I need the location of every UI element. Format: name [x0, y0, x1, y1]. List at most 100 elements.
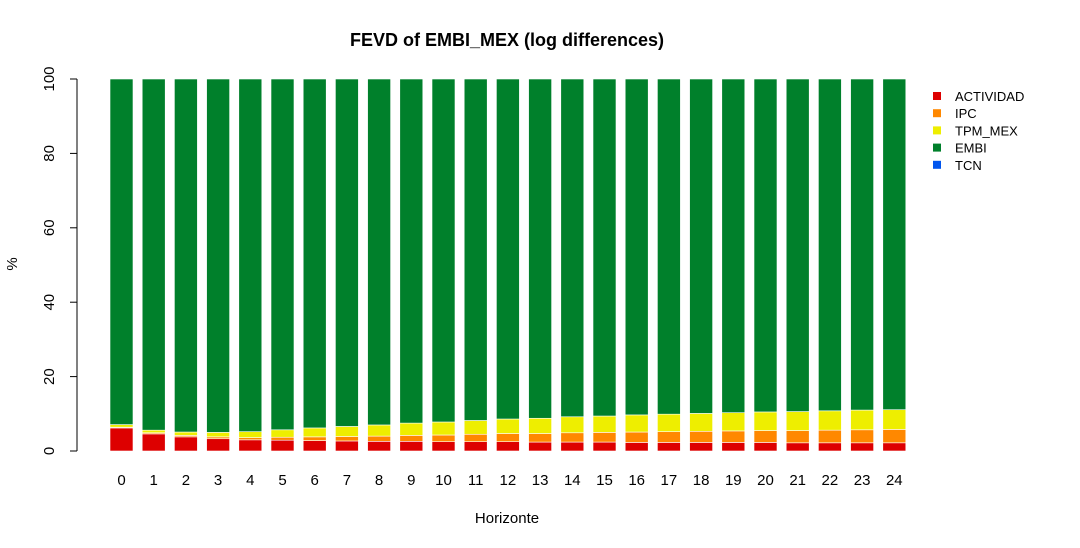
bar-segment-ipc: [785, 430, 810, 444]
bar-segment-tpm-mex: [721, 412, 746, 432]
bars-group: [109, 78, 907, 452]
chart-title: FEVD of EMBI_MEX (log differences): [350, 30, 664, 50]
bar-segment-embi: [174, 78, 198, 433]
bar-segment-tpm-mex: [785, 411, 810, 431]
y-axis-label: %: [4, 257, 21, 270]
x-tick-label: 0: [117, 472, 125, 489]
bar-segment-actividad: [818, 442, 842, 452]
x-tick-labels: 0 1 2 3 4 5 6 7 8 9 10 11 12 13 14 15 16 17 18 19 20 21 22 23 24: [117, 472, 902, 489]
legend-label: ACTIVIDAD: [955, 89, 1024, 104]
bar-segment-embi: [463, 78, 488, 421]
x-tick-label: 2: [182, 472, 190, 489]
bar-segment-actividad: [592, 441, 617, 452]
x-tick-label: 6: [311, 472, 319, 489]
bar-segment-ipc: [335, 436, 359, 442]
bar-segment-ipc: [367, 435, 391, 442]
bar-segment-embi: [818, 78, 842, 412]
bar-segment-tpm-mex: [335, 426, 359, 437]
x-tick-label: 1: [150, 472, 158, 489]
bar-segment-actividad: [431, 441, 456, 452]
bar-segment-tpm-mex: [592, 415, 617, 433]
bar-segment-ipc: [753, 430, 778, 443]
legend-label: IPC: [955, 106, 977, 121]
bar-segment-actividad: [624, 442, 649, 452]
bar-segment-tpm-mex: [657, 413, 681, 432]
bar-segment-actividad: [174, 436, 198, 452]
bar-segment-embi: [624, 78, 649, 416]
bar-segment-embi: [270, 78, 295, 431]
bar-segment-embi: [753, 78, 778, 413]
bar-segment-embi: [592, 78, 617, 417]
bar-segment-ipc: [850, 429, 874, 444]
legend-swatch: [933, 92, 941, 100]
bar-segment-actividad: [528, 441, 552, 452]
bar-segment-actividad: [753, 442, 778, 452]
x-tick-label: 8: [375, 472, 383, 489]
bar-segment-actividad: [367, 441, 391, 452]
bar-segment-tpm-mex: [109, 424, 134, 428]
bar-segment-ipc: [302, 436, 327, 441]
bar-segment-embi: [109, 78, 134, 425]
x-axis-label: Horizonte: [475, 510, 539, 527]
bar-segment-embi: [560, 78, 585, 418]
bar-segment-ipc: [560, 432, 585, 443]
y-tick-label: 20: [41, 368, 58, 385]
x-tick-label: 19: [725, 472, 742, 489]
bar-segment-tpm-mex: [238, 431, 263, 438]
bar-segment-actividad: [302, 440, 327, 452]
x-tick-label: 17: [661, 472, 678, 489]
legend-label: TPM_MEX: [955, 123, 1018, 138]
bar-segment-actividad: [785, 442, 810, 452]
x-tick-label: 15: [596, 472, 613, 489]
bar-segment-ipc: [882, 429, 907, 444]
x-tick-label: 24: [886, 472, 903, 489]
bar-segment-actividad: [850, 442, 874, 452]
x-tick-label: 3: [214, 472, 222, 489]
y-axis: 0 20 40 60 80 100: [41, 66, 78, 455]
legend-label: TCN: [955, 158, 982, 173]
x-tick-label: 16: [628, 472, 645, 489]
bar-segment-tpm-mex: [882, 409, 907, 430]
bar-segment-actividad: [721, 442, 746, 452]
bar-segment-embi: [399, 78, 424, 424]
bar-segment-actividad: [335, 440, 359, 452]
x-tick-label: 22: [822, 472, 839, 489]
y-tick-label: 100: [41, 66, 58, 91]
x-tick-label: 9: [407, 472, 415, 489]
y-tick-label: 60: [41, 219, 58, 236]
x-tick-label: 12: [500, 472, 517, 489]
bar-segment-embi: [238, 78, 263, 432]
bar-segment-ipc: [624, 431, 649, 443]
bar-segment-tpm-mex: [270, 429, 295, 438]
bar-segment-embi: [882, 78, 907, 411]
bar-segment-tpm-mex: [496, 418, 520, 434]
bar-segment-tpm-mex: [206, 432, 230, 438]
bar-segment-embi: [850, 78, 874, 411]
bar-segment-tpm-mex: [560, 416, 585, 434]
bar-segment-tpm-mex: [174, 431, 198, 436]
bar-segment-ipc: [431, 434, 456, 442]
bar-segment-ipc: [818, 429, 842, 444]
bar-segment-actividad: [109, 427, 134, 452]
legend-label: EMBI: [955, 141, 987, 156]
legend-swatch: [933, 126, 941, 135]
bar-segment-actividad: [882, 442, 907, 452]
bar-segment-actividad: [560, 441, 585, 452]
bar-segment-embi: [657, 78, 681, 415]
bar-segment-actividad: [657, 442, 681, 452]
legend-swatch: [933, 160, 941, 169]
bar-segment-embi: [785, 78, 810, 412]
bar-segment-embi: [431, 78, 456, 423]
bar-segment-tpm-mex: [367, 424, 391, 437]
x-tick-label: 21: [789, 472, 806, 489]
bar-segment-ipc: [657, 431, 681, 443]
bar-segment-tpm-mex: [818, 410, 842, 431]
x-tick-label: 5: [278, 472, 286, 489]
bar-segment-embi: [367, 78, 391, 426]
bar-segment-ipc: [721, 430, 746, 443]
bar-segment-embi: [302, 78, 327, 429]
bar-segment-actividad: [399, 441, 424, 452]
bar-segment-ipc: [238, 437, 263, 441]
x-tick-label: 14: [564, 472, 581, 489]
bar-segment-tpm-mex: [302, 427, 327, 438]
